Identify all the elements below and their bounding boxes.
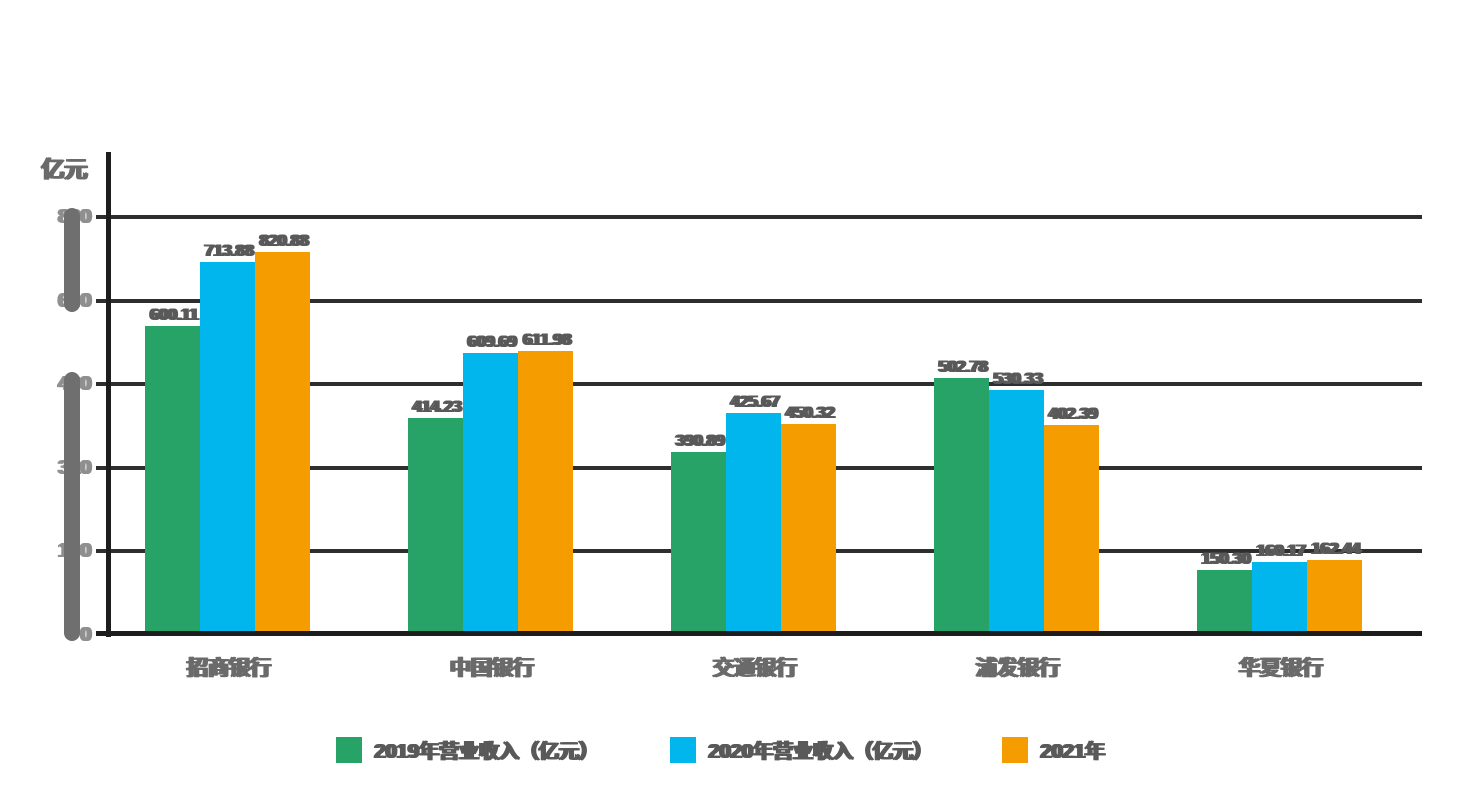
gridline	[96, 298, 1422, 303]
y-tick-label: 320	[28, 457, 90, 479]
bar-series1-cat4	[934, 378, 989, 635]
bar-series2-cat3	[726, 413, 781, 635]
legend-label: 2019年营业收入（亿元）	[373, 741, 598, 763]
bar-value-label: 162.44	[1310, 539, 1360, 558]
legend-item[interactable]: 2019年营业收入（亿元）	[336, 735, 598, 764]
bar-series1-cat2	[408, 418, 463, 635]
bar-series1-cat3	[671, 452, 726, 635]
bar-series3-cat2	[518, 351, 573, 635]
legend-label: 2020年营业收入（亿元）	[707, 741, 932, 763]
legend-item[interactable]: 2021年	[1002, 735, 1104, 764]
y-tick-label: 800	[28, 206, 90, 228]
bar-series2-cat1	[200, 262, 255, 635]
legend-item[interactable]: 2020年营业收入（亿元）	[670, 735, 932, 764]
bar-series3-cat3	[781, 424, 836, 635]
y-axis-line	[106, 152, 111, 637]
bar-value-label: 390.89	[674, 431, 724, 450]
bar-series2-cat4	[989, 390, 1044, 635]
gridline	[96, 382, 1422, 387]
x-category-label: 浦发银行	[974, 657, 1059, 680]
bar-series2-cat5	[1252, 562, 1307, 635]
y-axis-unit-label: 亿元	[40, 156, 86, 182]
legend-swatch	[336, 736, 362, 763]
x-axis-line	[96, 631, 1422, 636]
x-category-label: 华夏银行	[1237, 657, 1322, 680]
bar-value-label: 530.33	[992, 369, 1042, 388]
bar-value-label: 450.32	[784, 403, 834, 422]
x-category-label: 交通银行	[711, 657, 796, 680]
gray-overlay-bar-top	[64, 208, 80, 312]
legend-swatch	[670, 736, 696, 763]
bar-series3-cat5	[1307, 560, 1362, 635]
bar-value-label: 160.17	[1255, 541, 1305, 560]
bar-value-label: 600.11	[148, 305, 197, 324]
bar-value-label: 820.88	[258, 231, 308, 250]
y-tick-label: 480	[28, 373, 90, 395]
gridline	[96, 215, 1422, 219]
bar-value-label: 150.30	[1200, 549, 1250, 568]
bar-series2-cat2	[463, 353, 518, 635]
gray-overlay-bar-bottom	[64, 372, 80, 641]
bar-series3-cat1	[255, 252, 310, 635]
bar-value-label: 414.23	[411, 397, 461, 416]
bar-series1-cat1	[145, 326, 200, 635]
legend-label: 2021年	[1039, 741, 1104, 763]
bar-value-label: 502.78	[937, 357, 987, 376]
bar-value-label: 402.39	[1047, 404, 1097, 423]
bar-series3-cat4	[1044, 425, 1099, 635]
x-category-label: 招商银行	[185, 657, 270, 680]
bar-value-label: 425.67	[729, 392, 779, 411]
bar-value-label: 611.98	[521, 330, 570, 349]
bar-value-label: 713.88	[203, 241, 253, 260]
bar-value-label: 609.69	[466, 332, 516, 351]
x-category-label: 中国银行	[448, 657, 533, 680]
y-tick-label: 640	[28, 290, 90, 312]
bar-series1-cat5	[1197, 570, 1252, 635]
y-tick-label: 160	[28, 540, 90, 562]
y-tick-label: 0	[78, 624, 90, 646]
legend-swatch	[1002, 736, 1028, 763]
